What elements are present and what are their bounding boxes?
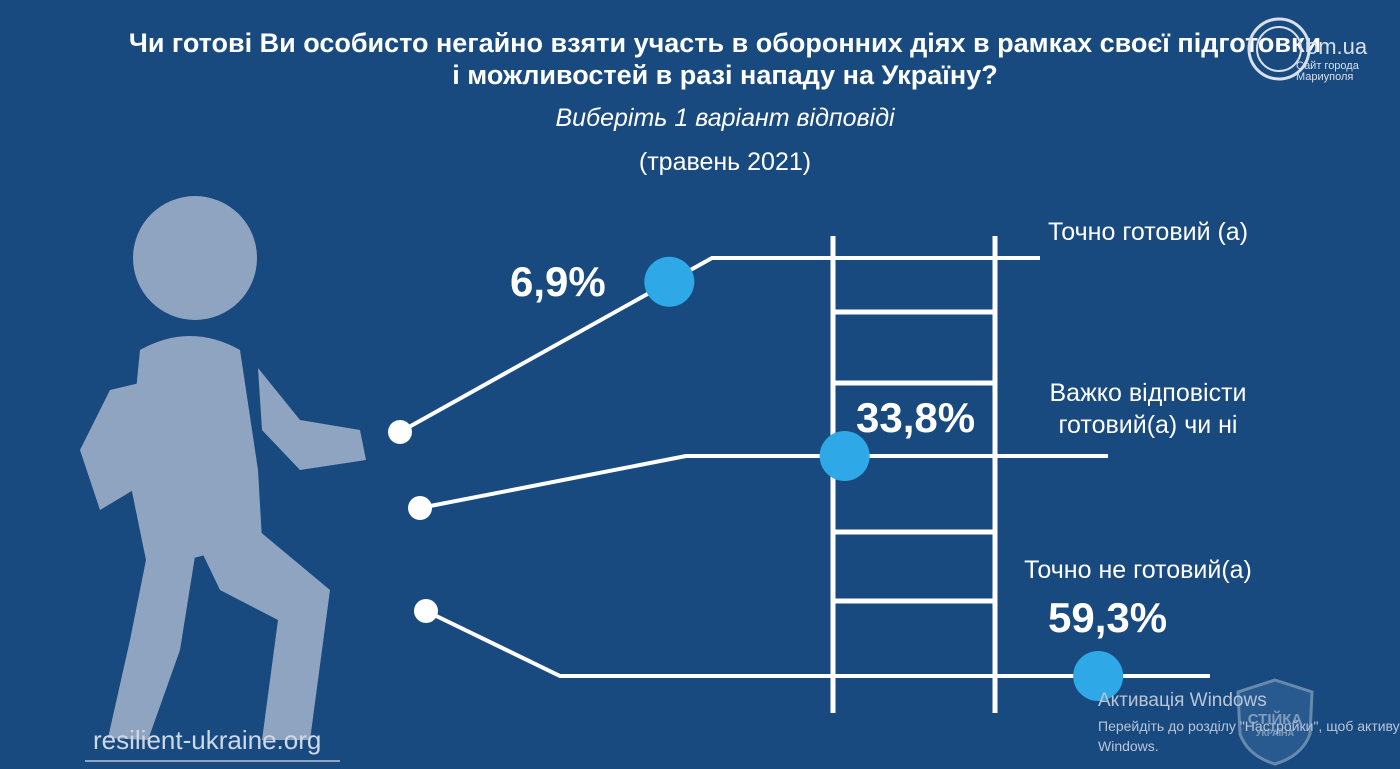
value-label-not-ready: 59,3%	[1048, 594, 1168, 641]
value-marker-not-ready	[1073, 651, 1124, 701]
category-label-undecided-line2: готовий(а) чи ні	[1058, 411, 1238, 439]
category-label-ready-line1: Точно готовий (а)	[1047, 218, 1249, 246]
chart-title-line2: і можливостей в разі нападу на Україну?	[452, 60, 998, 90]
site-watermark-tagline-1: Сайт города	[1296, 60, 1359, 72]
source-underline	[85, 760, 340, 762]
series-line-not-ready	[425, 609, 1210, 678]
badge-logo-icon: СТІЙКА УКРАЇНА	[1236, 678, 1314, 766]
chart-subtitle: Виберіть 1 варіант відповіді	[555, 104, 895, 132]
category-label-ready: Точно готовий (а)	[1010, 216, 1286, 248]
person-icon	[80, 196, 366, 740]
category-label-undecided-line1: Важко відповісти	[1049, 379, 1247, 407]
value-label-undecided: 33,8%	[856, 394, 976, 441]
windows-activation-text-2: Windows.	[1098, 738, 1159, 754]
value-marker-undecided	[819, 431, 870, 481]
series-line-ready	[399, 256, 1040, 434]
site-logo-icon	[1247, 17, 1311, 81]
series-line-undecided	[419, 454, 1108, 510]
site-watermark-tagline-2: Мариуполя	[1296, 71, 1354, 83]
series-start-dot-not-ready	[414, 599, 438, 623]
value-label-ready: 6,9%	[510, 258, 606, 305]
source-link[interactable]: resilient-ukraine.org	[93, 725, 322, 755]
windows-activation-text: Перейдіть до розділу "Настройки", щоб ак…	[1098, 718, 1400, 734]
series-layer	[388, 256, 1210, 701]
category-label-not-ready: Точно не готовий(а)	[1000, 554, 1276, 586]
chart-title-line1: Чи готові Ви особисто негайно взяти учас…	[128, 28, 1322, 58]
svg-text:УКРАЇНА: УКРАЇНА	[1256, 728, 1295, 738]
windows-activation-title: Активація Windows	[1098, 690, 1267, 711]
svg-text:СТІЙКА: СТІЙКА	[1248, 710, 1303, 728]
value-marker-ready	[644, 256, 695, 307]
chart-period: (травень 2021)	[638, 148, 812, 176]
category-label-not-ready-line1: Точно не готовий(а)	[1024, 556, 1252, 584]
series-start-dot-ready	[388, 420, 412, 444]
series-start-dot-undecided	[408, 496, 432, 520]
site-watermark-domain: om.ua	[1306, 34, 1368, 59]
category-label-undecided: Важко відповісти готовий(а) чи ні	[1010, 377, 1286, 441]
